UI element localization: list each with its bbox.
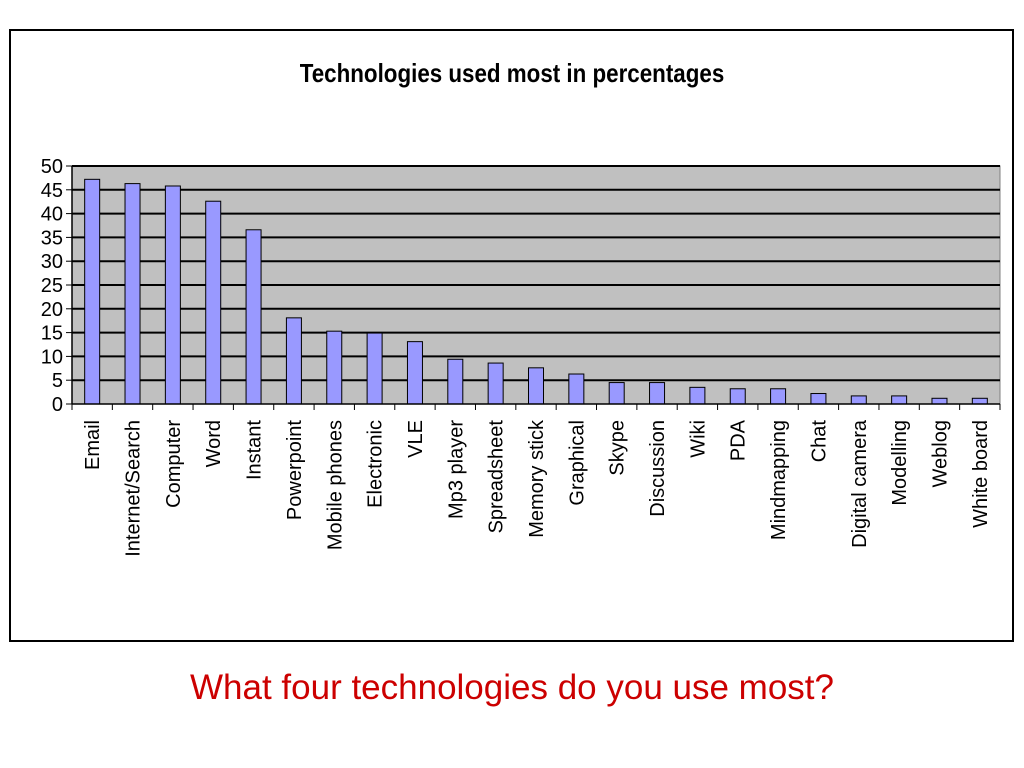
y-tick-label: 30 [41,251,63,273]
bar [971,397,988,405]
bar [850,395,867,405]
y-tick-label: 0 [52,394,63,416]
x-tick-label: Mobile phones [324,420,346,550]
bar [810,393,827,405]
y-tick-label: 25 [41,275,63,297]
x-tick-label: Computer [163,420,185,508]
x-tick-label: Electronic [365,420,387,508]
y-tick-label: 45 [41,180,63,202]
axes [66,165,1001,410]
bar [608,382,625,405]
bar [528,367,544,405]
x-tick-label: Modelling [889,420,911,506]
x-tick-label: Email [82,420,104,470]
y-tick-label: 5 [52,370,63,392]
y-tick-label: 35 [41,227,63,249]
y-tick-label: 20 [41,299,63,321]
x-tick-label: Graphical [566,420,588,506]
x-tick-label: Chat [808,420,830,463]
x-tick-label: Digital camera [849,419,871,548]
gridlines [72,165,1000,382]
bar [649,382,666,405]
x-tick-labels: Email Internet/Search Computer Word Instant P… [82,419,992,557]
bar [406,341,423,405]
y-tick-label: 40 [41,204,63,226]
bar [366,332,383,405]
bar [326,330,343,405]
x-tick-label: Weblog [929,420,951,487]
x-tick-label: Instant [244,420,266,480]
bar [931,397,948,405]
x-tick-label: Internet/Search [123,420,145,557]
bars [84,178,988,405]
bar [689,386,706,405]
bar [447,358,464,405]
slide-question: What four technologies do you use most? [190,668,834,707]
x-tick-label: Memory stick [526,419,548,538]
bar [124,183,141,405]
x-tick-label: Spreadsheet [486,420,508,534]
y-tick-label: 10 [41,346,63,368]
x-tick-label: VLE [405,420,427,458]
x-tick-label: Skype [607,420,629,476]
bar [245,229,262,405]
x-tick-label: White board [970,420,992,528]
x-tick-label: Mp3 player [445,420,467,519]
bar [487,362,504,405]
y-tick-label: 15 [41,323,63,345]
bar [205,200,222,405]
chart-title: Technologies used most in percentages [299,58,725,88]
x-tick-label: Powerpoint [284,420,306,521]
bar [729,388,746,405]
x-tick-label: Mindmapping [768,420,790,540]
bar [84,178,101,405]
y-tick-label: 50 [41,156,63,178]
x-tick-label: Discussion [647,420,669,517]
bar [770,388,787,405]
bar [891,395,908,405]
bar [568,373,585,405]
bar [285,317,302,405]
bar [164,185,181,405]
x-tick-label: PDA [728,419,750,461]
x-tick-label: Wiki [687,420,709,458]
x-tick-label: Word [203,420,225,467]
